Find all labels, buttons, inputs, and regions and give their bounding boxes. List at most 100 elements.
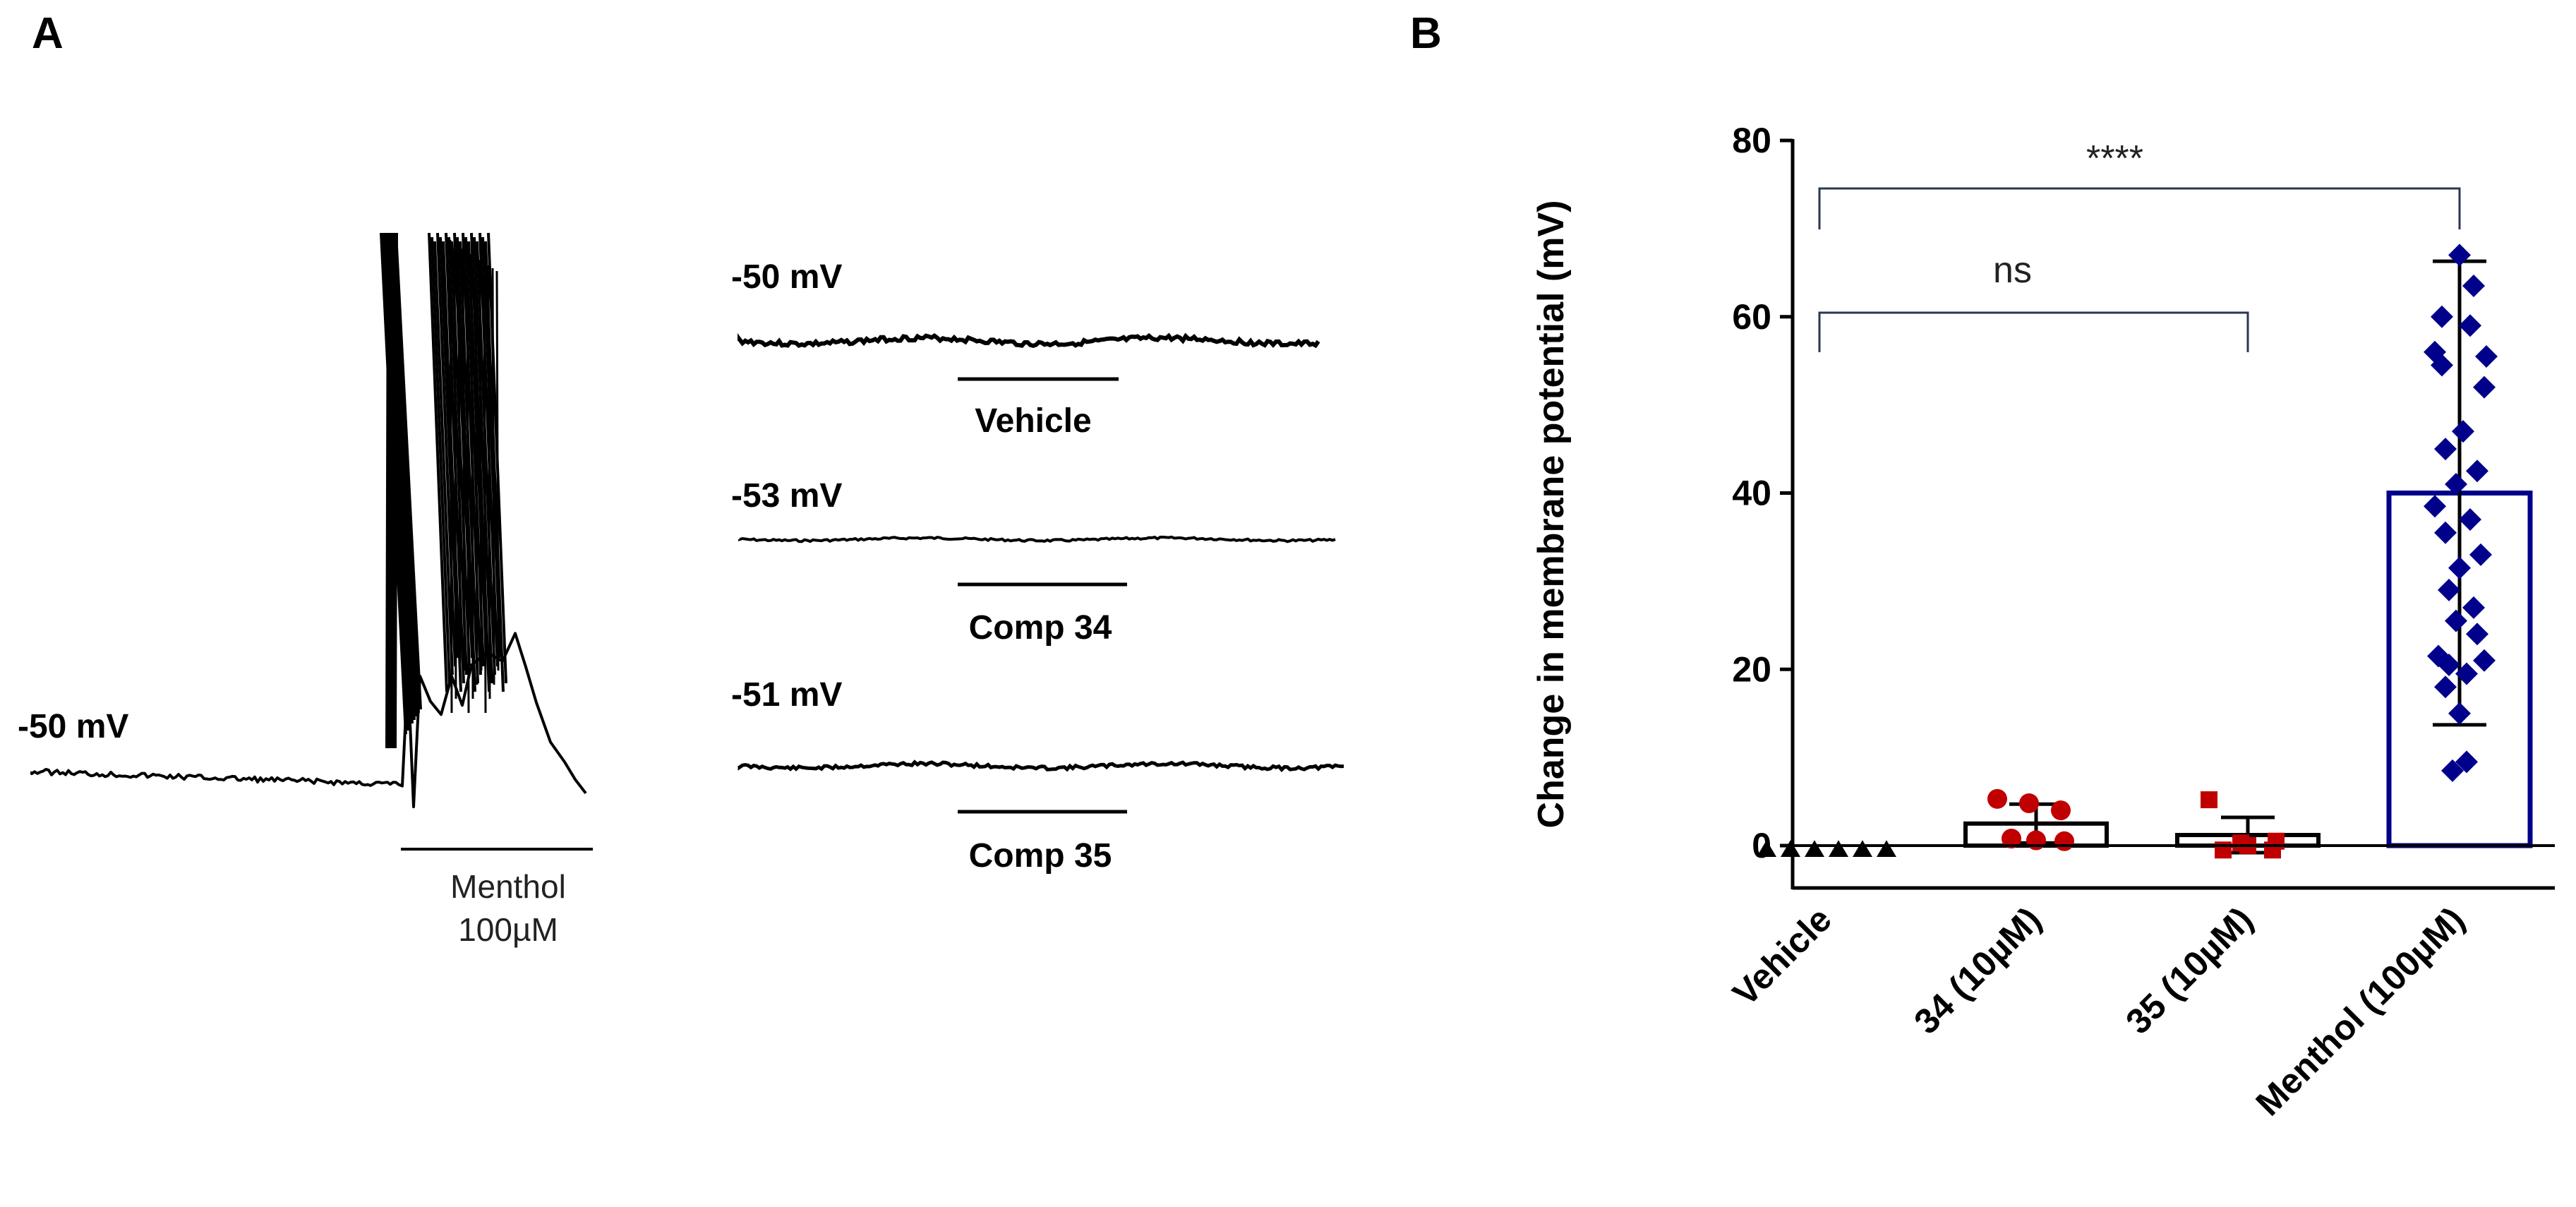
menthol-stim-label-line2: 100µM bbox=[458, 911, 558, 948]
x-tick-labels: Vehicle 34 (10µM) 35 (10µM)Menthol (100µM) bbox=[1725, 899, 2472, 1123]
data-point bbox=[2455, 750, 2478, 774]
data-point bbox=[2469, 543, 2492, 566]
action-potential-spike bbox=[394, 232, 398, 749]
menthol-action-potentials bbox=[380, 232, 507, 749]
data-points bbox=[1757, 244, 2498, 859]
data-point bbox=[1853, 840, 1872, 858]
menthol-trace-group: -50 mV Menthol 100µM bbox=[18, 232, 593, 948]
comp35-voltage-trace bbox=[738, 759, 1344, 772]
action-potential-spike bbox=[395, 232, 422, 710]
data-point bbox=[2475, 344, 2498, 368]
data-point bbox=[2215, 841, 2232, 859]
data-point bbox=[2445, 609, 2467, 632]
action-potential-spike bbox=[433, 241, 454, 675]
comp35-trace-baseline-label: -51 mV bbox=[731, 676, 842, 714]
y-axis-label: Change in membrane potential (mV) bbox=[1531, 200, 1572, 829]
significance-label: **** bbox=[2086, 138, 2143, 179]
data-point bbox=[1757, 840, 1776, 858]
data-point bbox=[2445, 473, 2467, 496]
data-point bbox=[2268, 832, 2285, 850]
panel-a-label: A bbox=[32, 9, 64, 58]
y-tick-label: 20 bbox=[1732, 649, 1771, 689]
action-potential-spike bbox=[457, 245, 462, 685]
x-tick-label: Vehicle bbox=[1725, 899, 1838, 1013]
data-point bbox=[2201, 791, 2217, 809]
comp34-stim-label: Comp 34 bbox=[969, 609, 1112, 647]
data-point bbox=[2466, 623, 2488, 646]
data-point bbox=[1805, 840, 1824, 858]
data-point bbox=[2434, 438, 2457, 461]
data-point bbox=[2431, 354, 2453, 377]
data-point bbox=[2462, 596, 2485, 619]
data-point bbox=[2431, 305, 2453, 328]
data-point bbox=[2026, 830, 2046, 851]
data-point bbox=[2462, 275, 2485, 298]
vehicle-voltage-trace bbox=[738, 332, 1320, 349]
data-point bbox=[2473, 376, 2496, 399]
data-point bbox=[2434, 521, 2457, 544]
action-potential-spike bbox=[470, 253, 474, 699]
comp34-trace-baseline-label: -53 mV bbox=[731, 477, 842, 515]
x-tick-label: 35 (10µM) bbox=[2118, 899, 2260, 1041]
data-point bbox=[2434, 675, 2457, 699]
action-potential-spike bbox=[449, 239, 453, 714]
data-point bbox=[2455, 662, 2478, 685]
data-point bbox=[2459, 314, 2481, 337]
comp34-trace-group: -53 mV Comp 34 bbox=[731, 477, 1336, 647]
action-potential-spike bbox=[466, 251, 470, 714]
data-point bbox=[2473, 649, 2496, 672]
data-point bbox=[2448, 244, 2471, 267]
action-potential-spike bbox=[387, 232, 392, 749]
data-point bbox=[2452, 420, 2474, 443]
y-tick-label: 60 bbox=[1732, 297, 1771, 337]
data-point bbox=[2459, 508, 2481, 531]
panel-b-label: B bbox=[1410, 9, 1442, 58]
data-point bbox=[2438, 654, 2460, 677]
action-potential-spike bbox=[428, 232, 448, 692]
y-tick-label: 40 bbox=[1732, 474, 1771, 513]
significance-brackets: **** ns bbox=[1818, 138, 2461, 352]
action-potential-spike bbox=[462, 248, 466, 671]
data-point bbox=[1829, 840, 1848, 858]
data-point bbox=[2054, 831, 2074, 851]
data-point bbox=[2019, 793, 2039, 814]
action-potential-spike bbox=[491, 268, 495, 685]
significance-label: ns bbox=[1993, 250, 2032, 291]
data-point bbox=[2441, 759, 2464, 782]
data-point bbox=[2466, 460, 2488, 483]
data-point bbox=[2438, 578, 2460, 601]
data-point bbox=[2002, 829, 2021, 849]
comp35-trace-group: -51 mV Comp 35 bbox=[731, 676, 1344, 875]
vehicle-trace-baseline-label: -50 mV bbox=[731, 258, 842, 296]
data-point bbox=[2448, 556, 2471, 580]
x-tick-label: 34 (10µM) bbox=[1906, 899, 2048, 1041]
data-point bbox=[2448, 702, 2471, 725]
action-potential-spike bbox=[474, 256, 479, 685]
action-potential-spike bbox=[483, 262, 487, 714]
action-potential-spike bbox=[431, 236, 451, 684]
x-tick-label: Menthol (100µM) bbox=[2248, 899, 2472, 1123]
action-potential-spike bbox=[453, 242, 457, 699]
action-potential-spike bbox=[385, 232, 390, 749]
menthol-trace-baseline-label: -50 mV bbox=[18, 708, 128, 745]
vehicle-trace-group: -50 mV Vehicle bbox=[731, 258, 1320, 440]
action-potential-spike bbox=[390, 232, 394, 749]
data-point bbox=[2051, 800, 2071, 821]
comp35-stim-label: Comp 35 bbox=[969, 837, 1112, 875]
data-point bbox=[1987, 788, 2007, 809]
significance-bracket bbox=[1818, 187, 2461, 229]
vehicle-stim-label: Vehicle bbox=[975, 402, 1091, 440]
comp34-voltage-trace bbox=[738, 535, 1336, 544]
action-potential-spike bbox=[442, 241, 462, 692]
y-tick-label: 80 bbox=[1732, 121, 1771, 160]
action-potential-spike bbox=[479, 259, 483, 671]
action-potential-spike bbox=[495, 270, 500, 671]
data-point bbox=[1877, 840, 1896, 858]
menthol-stim-label-line1: Menthol bbox=[450, 868, 566, 905]
data-point bbox=[1781, 840, 1800, 858]
action-potential-spike bbox=[392, 232, 396, 749]
data-point bbox=[2424, 495, 2446, 518]
